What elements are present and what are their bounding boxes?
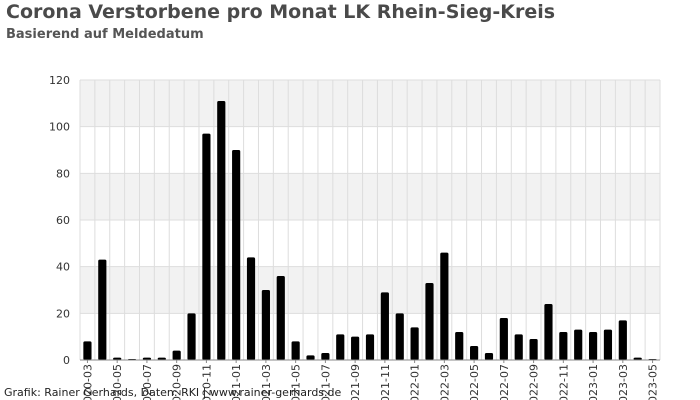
bar — [321, 353, 330, 360]
bar — [514, 334, 523, 360]
bar — [395, 313, 404, 360]
x-tick-label: 2021-03 — [260, 364, 273, 400]
horizontal-gridlines — [80, 79, 660, 361]
bar — [559, 332, 568, 360]
chart-subtitle: Basierend auf Meldedatum — [6, 27, 204, 42]
bar — [455, 332, 464, 360]
grid-bands — [80, 80, 660, 314]
bar — [380, 292, 389, 360]
x-tick-label: 2020-05 — [111, 364, 124, 400]
x-tick-label: 2021-09 — [349, 364, 362, 400]
bar — [588, 332, 598, 360]
source-credit: Grafik: Rainer Gerhards, Daten: RKI | ww… — [4, 386, 342, 399]
bar — [142, 357, 152, 360]
y-tick-label: 80 — [56, 167, 70, 180]
x-tick-label: 2021-01 — [230, 364, 243, 400]
bar — [172, 350, 181, 360]
bar — [98, 259, 107, 360]
y-tick-label: 40 — [56, 261, 70, 274]
bar — [529, 339, 538, 360]
axes — [80, 359, 660, 363]
x-tick-label: 2022-11 — [557, 364, 570, 400]
x-tick-label: 2023-05 — [647, 364, 660, 400]
bar — [291, 341, 300, 360]
bar — [499, 318, 508, 360]
bar — [157, 357, 166, 360]
x-tick-label: 2023-03 — [617, 364, 630, 400]
x-tick-label: 2020-07 — [141, 364, 154, 400]
bar — [603, 329, 613, 360]
bar — [336, 334, 345, 360]
bar — [232, 150, 241, 360]
y-tick-label: 20 — [56, 307, 70, 320]
x-tick-label: 2023-01 — [587, 364, 600, 400]
chart-title: Corona Verstorbene pro Monat LK Rhein-Si… — [6, 1, 556, 23]
bar — [246, 257, 256, 360]
x-tick-label: 2020-11 — [200, 364, 213, 400]
bar — [217, 101, 226, 360]
x-tick-label: 2021-05 — [290, 364, 303, 400]
y-tick-labels: 0 20 40 60 80 100 120 — [49, 74, 70, 367]
y-tick-label: 100 — [49, 121, 70, 134]
bar — [261, 290, 270, 360]
grid-band — [80, 266, 660, 314]
bar — [202, 133, 211, 360]
bar — [410, 327, 419, 360]
bar — [440, 252, 449, 360]
bar — [633, 357, 642, 360]
bar — [83, 341, 92, 360]
bar — [574, 329, 583, 360]
x-tick-label: 2020-03 — [81, 364, 94, 400]
y-tick-label: 60 — [56, 214, 70, 227]
y-tick-label: 120 — [49, 74, 70, 87]
x-tick-label: 2020-09 — [171, 364, 184, 400]
bars — [83, 101, 657, 360]
x-tick-label: 2022-03 — [438, 364, 451, 400]
x-tick-label: 2022-01 — [409, 364, 422, 400]
x-tick-label: 2022-05 — [468, 364, 481, 400]
bar — [113, 357, 122, 360]
x-tick-label: 2022-09 — [528, 364, 541, 400]
x-tick-labels: 2020-03 2020-05 2020-07 2020-09 2020-11 2021-… — [81, 364, 659, 400]
bar — [484, 353, 494, 360]
bar — [187, 313, 196, 360]
bar — [544, 304, 553, 360]
bar — [618, 320, 627, 360]
x-tick-label: 2021-07 — [319, 364, 332, 400]
bar — [276, 276, 285, 360]
x-tick-label: 2022-07 — [498, 364, 511, 400]
bar — [470, 346, 479, 360]
bar — [351, 336, 360, 360]
bar — [306, 355, 315, 360]
x-tick-label: 2021-11 — [379, 364, 392, 400]
y-tick-label: 0 — [63, 354, 70, 367]
grid-band — [80, 80, 660, 127]
grid-band — [80, 173, 660, 220]
bar — [425, 283, 434, 360]
bar — [365, 334, 375, 360]
